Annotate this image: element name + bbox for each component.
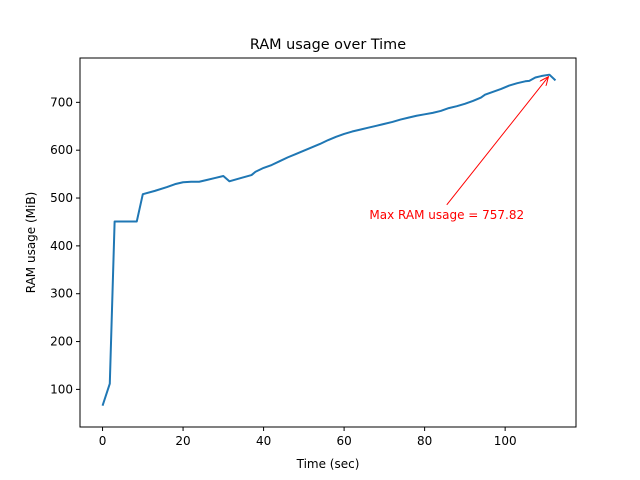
y-tick-label: 400 [50,239,73,253]
y-tick-label: 700 [50,95,73,109]
x-tick-label: 100 [494,434,517,448]
x-axis: 0 20 40 60 80 100 [99,427,517,448]
x-tick-label: 60 [336,434,351,448]
series-line [101,73,557,406]
y-tick-label: 100 [50,382,73,396]
y-axis-label: RAM usage (MiB) [24,192,38,294]
x-tick-label: 40 [256,434,271,448]
annotation-layer: Max RAM usage = 757.82 [369,77,548,222]
y-axis: 100 200 300 400 500 600 700 [50,95,80,396]
x-tick-label: 0 [99,434,107,448]
y-tick-label: 300 [50,287,73,301]
annotation-text: Max RAM usage = 757.82 [369,208,524,222]
x-tick-label: 20 [175,434,190,448]
x-axis-label: Time (sec) [296,457,360,471]
x-tick-label: 80 [417,434,432,448]
plot-area [79,57,577,428]
axes-frame [79,57,577,428]
series-layer [101,73,557,406]
chart-title: RAM usage over Time [250,37,406,53]
y-tick-label: 500 [50,191,73,205]
y-tick-label: 200 [50,335,73,349]
annotation-arrow [446,77,549,206]
y-tick-label: 600 [50,143,73,157]
